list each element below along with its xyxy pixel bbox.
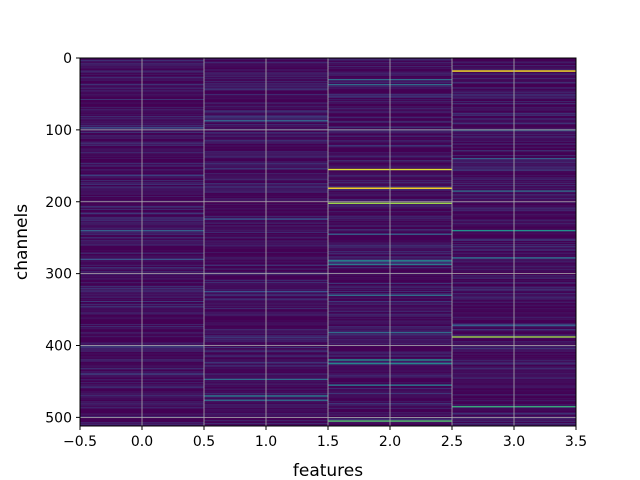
x-tick-label: 1.5 — [317, 434, 339, 450]
y-tick-label: 300 — [45, 267, 72, 283]
y-axis-label: channels — [12, 204, 32, 280]
y-tick-label: 400 — [45, 339, 72, 355]
x-tick-label: −0.5 — [63, 434, 97, 450]
x-tick-label: 2.5 — [441, 434, 463, 450]
y-tick-label: 0 — [63, 51, 72, 67]
x-tick-label: 0.0 — [131, 434, 153, 450]
x-axis-label: features — [293, 461, 363, 480]
x-tick-label: 2.0 — [379, 434, 401, 450]
x-tick-label: 0.5 — [193, 434, 215, 450]
x-tick-label: 3.5 — [565, 434, 587, 450]
y-tick-label: 100 — [45, 123, 72, 139]
y-tick-label: 500 — [45, 410, 72, 426]
x-axis-ticks: −0.5 0.0 0.5 1.0 1.5 2.0 2.5 3.0 3.5 — [63, 426, 587, 450]
y-tick-label: 200 — [45, 195, 72, 211]
x-tick-label: 3.0 — [503, 434, 525, 450]
x-tick-label: 1.0 — [255, 434, 277, 450]
y-axis-ticks: 0 100 200 300 400 500 — [45, 51, 80, 426]
